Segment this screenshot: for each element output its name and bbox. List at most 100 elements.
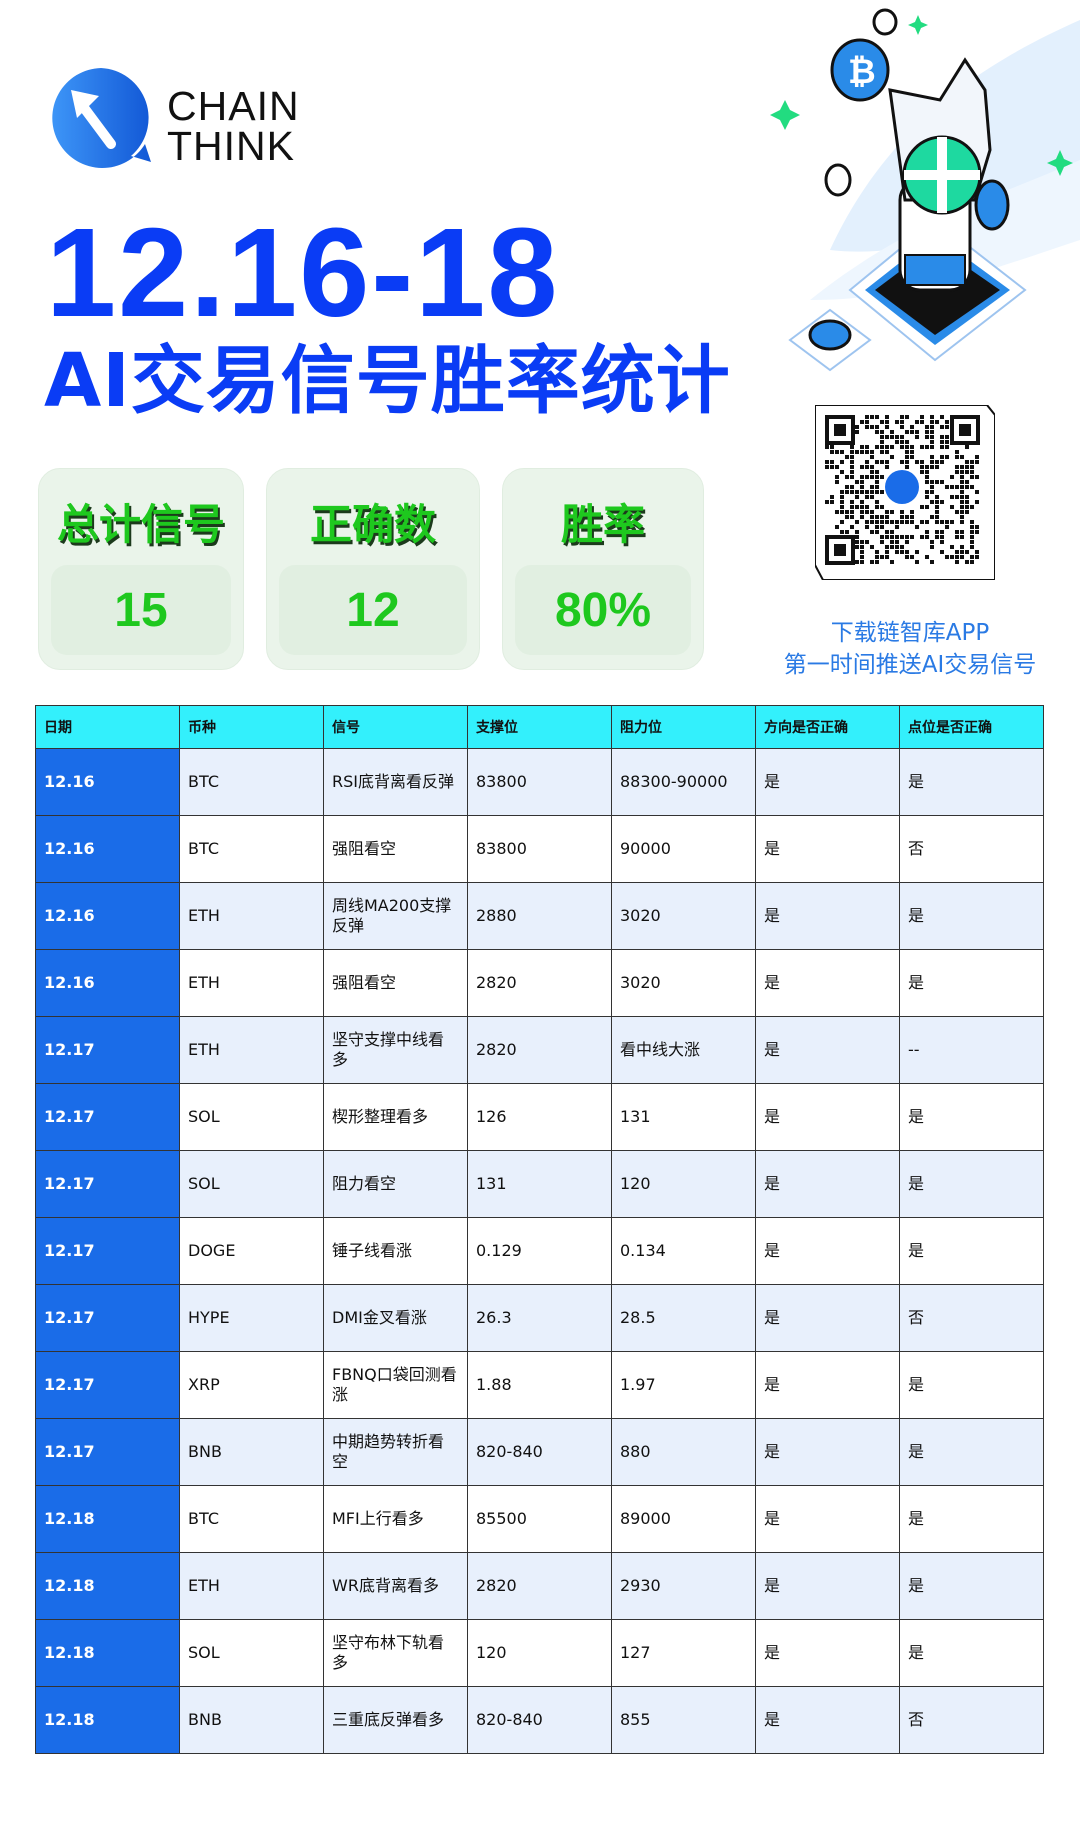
cell-level-correct: 是 bbox=[899, 1552, 1044, 1620]
cell-coin: ETH bbox=[179, 1552, 324, 1620]
stat-card-correct: 正确数 12 bbox=[266, 468, 480, 670]
page-title: 12.16-18 bbox=[46, 202, 560, 343]
cell-date: 12.18 bbox=[35, 1485, 180, 1553]
cell-resistance: 28.5 bbox=[611, 1284, 756, 1352]
cell-direction-correct: 是 bbox=[755, 1217, 900, 1285]
cell-coin: SOL bbox=[179, 1619, 324, 1687]
table-row: 12.18 BTC MFI上行看多 85500 89000 是是 bbox=[35, 1485, 1044, 1553]
cell-coin: BNB bbox=[179, 1418, 324, 1486]
cell-level-correct: 是 bbox=[899, 1619, 1044, 1687]
cell-date: 12.16 bbox=[35, 882, 180, 950]
table-row: 12.17 DOGE 锤子线看涨 0.129 0.134 是是 bbox=[35, 1217, 1044, 1285]
cell-resistance: 88300-90000 bbox=[611, 748, 756, 816]
table-row: 12.16 BTC 强阻看空 83800 90000 是否 bbox=[35, 815, 1044, 883]
cell-signal: 周线MA200支撑反弹 bbox=[323, 882, 468, 950]
cell-coin: HYPE bbox=[179, 1284, 324, 1352]
cell-resistance: 90000 bbox=[611, 815, 756, 883]
table-row: 12.17 SOL 楔形整理看多 126 131 是是 bbox=[35, 1083, 1044, 1151]
cell-support: 2880 bbox=[467, 882, 612, 950]
cell-date: 12.18 bbox=[35, 1552, 180, 1620]
cell-coin: SOL bbox=[179, 1083, 324, 1151]
column-header-level-correct: 点位是否正确 bbox=[899, 705, 1044, 749]
cell-support: 83800 bbox=[467, 815, 612, 883]
cell-direction-correct: 是 bbox=[755, 1284, 900, 1352]
cell-direction-correct: 是 bbox=[755, 1485, 900, 1553]
cell-direction-correct: 是 bbox=[755, 1150, 900, 1218]
cell-date: 12.18 bbox=[35, 1619, 180, 1687]
cell-direction-correct: 是 bbox=[755, 1016, 900, 1084]
cell-signal: 锤子线看涨 bbox=[323, 1217, 468, 1285]
cell-support: 131 bbox=[467, 1150, 612, 1218]
cell-level-correct: -- bbox=[899, 1016, 1044, 1084]
cell-signal: WR底背离看多 bbox=[323, 1552, 468, 1620]
svg-text:₿: ₿ bbox=[848, 52, 876, 92]
cell-coin: BTC bbox=[179, 815, 324, 883]
cell-date: 12.17 bbox=[35, 1016, 180, 1084]
brand-line1: CHAIN bbox=[167, 83, 300, 129]
cell-date: 12.17 bbox=[35, 1217, 180, 1285]
brand-line2: THINK bbox=[167, 123, 295, 169]
cell-signal: 中期趋势转折看空 bbox=[323, 1418, 468, 1486]
column-header-coin: 币种 bbox=[179, 705, 324, 749]
table-row: 12.18 BNB 三重底反弹看多 820-840 855 是否 bbox=[35, 1686, 1044, 1754]
cell-date: 12.16 bbox=[35, 815, 180, 883]
stat-label: 总计信号 bbox=[56, 500, 225, 549]
column-header-resistance: 阻力位 bbox=[611, 705, 756, 749]
stat-card-winrate: 胜率 80% bbox=[502, 468, 704, 670]
cell-resistance: 855 bbox=[611, 1686, 756, 1754]
cell-coin: SOL bbox=[179, 1150, 324, 1218]
cell-resistance: 120 bbox=[611, 1150, 756, 1218]
cell-date: 12.17 bbox=[35, 1150, 180, 1218]
cell-level-correct: 是 bbox=[899, 1351, 1044, 1419]
cell-signal: MFI上行看多 bbox=[323, 1485, 468, 1553]
table-row: 12.18 SOL 坚守布林下轨看多 120 127 是是 bbox=[35, 1619, 1044, 1687]
cell-direction-correct: 是 bbox=[755, 882, 900, 950]
cell-support: 26.3 bbox=[467, 1284, 612, 1352]
cell-direction-correct: 是 bbox=[755, 1686, 900, 1754]
cell-direction-correct: 是 bbox=[755, 815, 900, 883]
table-row: 12.17 ETH 坚守支撑中线看多 2820 看中线大涨是 -- bbox=[35, 1016, 1044, 1084]
cell-direction-correct: 是 bbox=[755, 1351, 900, 1419]
cell-date: 12.16 bbox=[35, 949, 180, 1017]
cell-coin: ETH bbox=[179, 1016, 324, 1084]
cell-signal: FBNQ口袋回测看涨 bbox=[323, 1351, 468, 1419]
cell-coin: ETH bbox=[179, 882, 324, 950]
table-row: 12.18 ETH WR底背离看多 2820 2930 是是 bbox=[35, 1552, 1044, 1620]
column-header-support: 支撑位 bbox=[467, 705, 612, 749]
cell-support: 820-840 bbox=[467, 1686, 612, 1754]
cell-coin: XRP bbox=[179, 1351, 324, 1419]
table-row: 12.16 ETH 周线MA200支撑反弹 2880 3020 是是 bbox=[35, 882, 1044, 950]
qr-code[interactable] bbox=[815, 405, 995, 580]
promo-line2: 第一时间推送AI交易信号 bbox=[783, 652, 1037, 678]
table-row: 12.17 SOL 阻力看空 131 120 是是 bbox=[35, 1150, 1044, 1218]
table-row: 12.16 BTC RSI底背离看反弹 83800 88300-90000 是是 bbox=[35, 748, 1044, 816]
cell-signal: 强阻看空 bbox=[323, 815, 468, 883]
stat-label: 胜率 bbox=[560, 500, 645, 549]
cell-coin: BTC bbox=[179, 748, 324, 816]
table-row: 12.16 ETH 强阻看空 2820 3020 是是 bbox=[35, 949, 1044, 1017]
cell-support: 0.129 bbox=[467, 1217, 612, 1285]
cell-signal: 强阻看空 bbox=[323, 949, 468, 1017]
cell-date: 12.17 bbox=[35, 1418, 180, 1486]
cell-level-correct: 否 bbox=[899, 1284, 1044, 1352]
cell-signal: 坚守布林下轨看多 bbox=[323, 1619, 468, 1687]
robot-hand-illustration: ₿ bbox=[770, 8, 1080, 372]
cell-resistance: 0.134 bbox=[611, 1217, 756, 1285]
cell-support: 85500 bbox=[467, 1485, 612, 1553]
cell-level-correct: 是 bbox=[899, 1418, 1044, 1486]
cell-signal: DMI金叉看涨 bbox=[323, 1284, 468, 1352]
stat-value: 12 bbox=[279, 565, 467, 655]
cell-level-correct: 否 bbox=[899, 815, 1044, 883]
cell-signal: 阻力看空 bbox=[323, 1150, 468, 1218]
cell-direction-correct: 是 bbox=[755, 1083, 900, 1151]
brand-name: CHAIN THINK bbox=[167, 83, 300, 169]
table-header-row: 日期 币种 信号 支撑位 阻力位 方向是否正确 点位是否正确 bbox=[35, 705, 1044, 749]
table-row: 12.17 HYPE DMI金叉看涨 26.3 28.5 是否 bbox=[35, 1284, 1044, 1352]
stat-value: 15 bbox=[51, 565, 231, 655]
cell-support: 120 bbox=[467, 1619, 612, 1687]
cell-date: 12.17 bbox=[35, 1083, 180, 1151]
cell-support: 2820 bbox=[467, 1016, 612, 1084]
cell-date: 12.16 bbox=[35, 748, 180, 816]
promo-line1: 下载链智库APP bbox=[830, 620, 990, 646]
cell-level-correct: 是 bbox=[899, 882, 1044, 950]
